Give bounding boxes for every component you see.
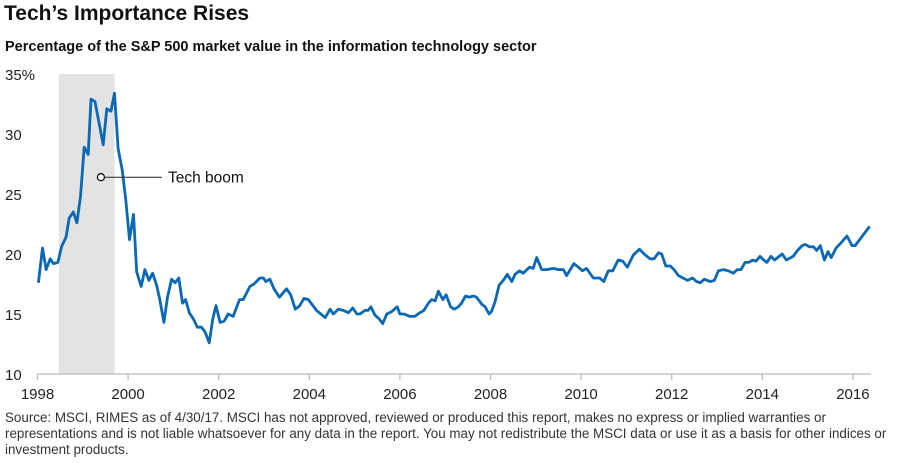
x-tick-label: 2008 xyxy=(474,386,507,403)
chart-subtitle: Percentage of the S&P 500 market value i… xyxy=(5,39,537,55)
x-tick-label: 2016 xyxy=(836,386,869,403)
y-tick-label: 25 xyxy=(5,187,22,204)
chart-title: Tech’s Importance Rises xyxy=(4,2,250,25)
y-tick-label: 10 xyxy=(5,367,22,384)
source-note: Source: MSCI, RIMES as of 4/30/17. MSCI … xyxy=(5,410,887,457)
series-line xyxy=(37,91,871,345)
x-tick-label: 2002 xyxy=(202,386,235,403)
x-tick-label: 2006 xyxy=(383,386,416,403)
x-axis: 1998 2000 2002 2004 2006 2008 2010 2012 2014 2016 xyxy=(21,374,870,403)
x-tick-label: 2012 xyxy=(655,386,688,403)
x-tick-label: 2000 xyxy=(111,386,144,403)
y-tick-label: 20 xyxy=(5,247,22,264)
annotation-marker xyxy=(96,173,106,182)
x-tick-label: 2014 xyxy=(746,386,779,403)
x-tick-label: 2010 xyxy=(564,386,597,403)
x-tick-label: 2004 xyxy=(293,386,326,403)
y-tick-label: 35% xyxy=(5,67,35,84)
y-tick-label: 15 xyxy=(5,307,22,324)
annotation-label: Tech boom xyxy=(168,170,244,187)
x-tick-label: 1998 xyxy=(21,386,54,403)
y-axis: 10 15 20 25 30 35% xyxy=(5,67,35,384)
y-tick-label: 30 xyxy=(5,127,22,144)
